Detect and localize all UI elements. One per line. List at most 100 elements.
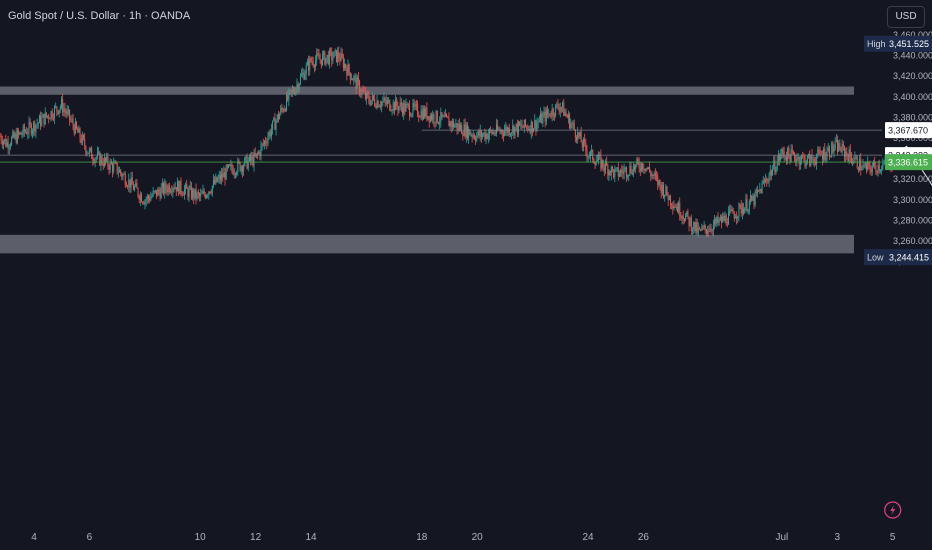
candle-body: [789, 155, 791, 163]
candle-body: [798, 156, 800, 165]
candle-body: [752, 196, 754, 201]
candle-body: [819, 150, 821, 155]
price-label-value: 3,244.415: [889, 253, 929, 263]
candle-body: [390, 110, 392, 111]
candle-body: [700, 228, 702, 231]
candle-body: [719, 216, 721, 220]
candle-body: [724, 215, 726, 221]
candle-body: [288, 90, 290, 101]
candle-body: [59, 106, 61, 110]
candle-body: [674, 206, 676, 208]
event-marker-icon[interactable]: [884, 501, 902, 519]
candle-body: [625, 167, 627, 177]
candle-body: [433, 114, 435, 123]
candle-body: [355, 76, 357, 89]
candle-body: [756, 190, 758, 194]
candle-body: [0, 136, 2, 142]
candle-body: [847, 155, 849, 162]
candle-body: [596, 159, 598, 162]
candle-body: [620, 170, 622, 175]
zone-rect[interactable]: [0, 234, 854, 254]
candle-body: [454, 125, 456, 128]
candle-body: [499, 129, 501, 132]
y-tick-label: 3,420.000: [893, 71, 932, 81]
candle-body: [56, 106, 58, 111]
candle-body: [582, 139, 584, 147]
x-tick-label: 20: [472, 532, 484, 543]
y-tick-label: 3,320.000: [893, 174, 932, 184]
candle-body: [870, 169, 872, 173]
candle-body: [1, 141, 3, 145]
candle-body: [334, 49, 336, 52]
candle-body: [376, 100, 378, 108]
candle-body: [379, 106, 381, 108]
candle-body: [685, 215, 687, 221]
candle-body: [172, 188, 174, 192]
candle-body: [370, 100, 372, 105]
candle-body: [78, 128, 80, 133]
candle-body: [19, 132, 21, 134]
candle-body: [12, 132, 14, 138]
candle-body: [785, 157, 787, 161]
candle-body: [398, 106, 400, 111]
candle-body: [23, 125, 25, 132]
candle-body: [843, 147, 845, 157]
candle-body: [207, 195, 209, 197]
candle-body: [319, 59, 321, 60]
candle-body: [637, 159, 639, 163]
candle-body: [71, 119, 73, 121]
candle-body: [792, 153, 794, 154]
candle-body: [622, 171, 624, 174]
candle-body: [578, 132, 580, 137]
candle-body: [134, 186, 136, 190]
candle-body: [218, 175, 220, 179]
candle-body: [107, 156, 109, 167]
candle-body: [857, 167, 859, 171]
chart-title: Gold Spot / U.S. Dollar · 1h · OANDA: [8, 10, 191, 22]
candle-body: [723, 216, 725, 221]
candle-body: [374, 99, 376, 106]
candle-body: [44, 112, 46, 125]
candle-body: [558, 108, 560, 112]
candle-body: [92, 158, 94, 161]
candle-body: [396, 99, 398, 107]
candle-body: [328, 50, 330, 65]
candle-body: [101, 156, 103, 164]
candle-body: [602, 160, 604, 168]
currency-button[interactable]: USD: [887, 6, 925, 28]
candle-body: [682, 216, 684, 220]
candle-body: [388, 99, 390, 101]
candle-body: [196, 192, 198, 199]
candle-body: [418, 115, 420, 118]
candle-body: [114, 162, 116, 164]
candle-body: [736, 217, 738, 219]
candle-body: [879, 169, 881, 171]
candle-body: [818, 149, 820, 151]
candle-body: [170, 191, 172, 193]
candle-body: [497, 124, 499, 131]
candle-body: [79, 128, 81, 139]
candle-body: [509, 133, 511, 136]
candle-body: [814, 162, 816, 164]
candle-body: [77, 128, 79, 133]
candle-body: [515, 123, 517, 128]
candle-body: [70, 119, 72, 121]
candle-body: [801, 155, 803, 162]
candle-body: [160, 187, 162, 199]
candle-body: [253, 153, 255, 166]
candle-body: [708, 231, 710, 233]
candle-body: [8, 146, 10, 149]
candle-body: [204, 194, 206, 198]
candle-body: [158, 189, 160, 192]
candle-body: [197, 192, 199, 194]
candle-body: [27, 132, 29, 135]
candle-body: [817, 149, 819, 157]
candle-body: [738, 203, 740, 216]
candle-body: [283, 109, 285, 112]
candle-body: [417, 104, 419, 116]
zone-rect[interactable]: [0, 86, 854, 95]
candle-body: [363, 91, 365, 93]
candle-body: [464, 124, 466, 138]
candle-body: [581, 142, 583, 147]
